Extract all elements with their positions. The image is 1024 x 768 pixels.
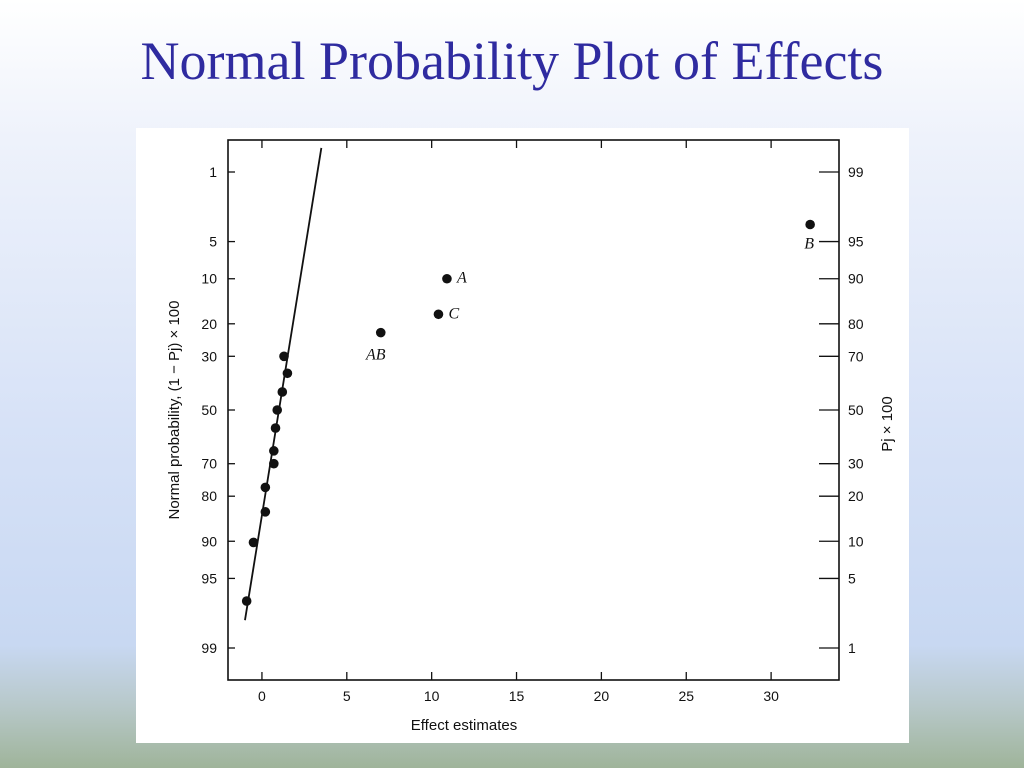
y-tick-label-left: 90 [201, 533, 217, 549]
data-point [433, 309, 444, 320]
y-tick-label-right: 10 [848, 533, 864, 549]
data-point [805, 219, 815, 230]
data-point [248, 537, 259, 548]
y-axis-title-left: Normal probability, (1 − Pj) × 100 [166, 301, 183, 520]
y-tick-label-right: 95 [848, 234, 864, 250]
y-tick-label-left: 50 [201, 402, 217, 418]
data-point [270, 423, 281, 433]
y-tick-label-left: 80 [201, 488, 217, 504]
y-tick-label-right: 90 [848, 271, 864, 287]
data-point [442, 273, 452, 284]
plot-frame [227, 139, 840, 681]
x-tick-label: 30 [763, 688, 779, 704]
data-point [272, 405, 283, 415]
data-point [277, 387, 288, 397]
y-tick-label-left: 95 [201, 570, 217, 586]
y-tick-label-left: 5 [209, 234, 217, 250]
x-tick-label: 5 [343, 688, 351, 704]
y-tick-label-left: 10 [201, 271, 217, 287]
y-tick-label-left: 30 [201, 348, 217, 364]
y-tick-label-left: 20 [201, 316, 217, 332]
x-tick-label: 10 [424, 688, 440, 704]
point-label: AB [365, 347, 386, 364]
point-label: B [804, 236, 814, 253]
y-tick-label-right: 80 [848, 316, 864, 332]
y-tick-label-left: 70 [201, 456, 217, 472]
y-tick-label-right: 5 [848, 570, 856, 586]
point-label: A [456, 270, 467, 287]
x-tick-label: 25 [678, 688, 694, 704]
point-label: C [448, 305, 459, 322]
y-tick-label-right: 20 [848, 488, 864, 504]
data-point [241, 596, 252, 606]
y-axis-title-right: Pj × 100 [879, 396, 896, 451]
x-tick-label: 15 [509, 688, 525, 704]
data-point [269, 458, 279, 469]
y-tick-label-right: 50 [848, 402, 864, 418]
x-axis-title: Effect estimates [411, 717, 517, 734]
data-point [260, 507, 271, 517]
data-point [375, 327, 386, 338]
fit-line [244, 147, 323, 621]
y-tick-label-right: 70 [848, 348, 864, 364]
y-tick-label-left: 99 [201, 640, 217, 656]
chart-figure: 1 99 5 95 10 90 20 80 30 70 50 50 70 30 80 20 90 10 95 5 99 1… [136, 128, 909, 743]
data-point [282, 368, 293, 379]
data-point [279, 351, 289, 362]
data-point [260, 482, 271, 493]
y-tick-label-right: 99 [848, 164, 864, 180]
data-point [269, 446, 279, 456]
y-tick-label-left: 1 [209, 164, 217, 180]
slide-title: Normal Probability Plot of Effects [140, 31, 884, 91]
y-tick-label-right: 1 [848, 640, 856, 656]
y-tick-label-right: 30 [848, 456, 864, 472]
x-tick-label: 20 [594, 688, 610, 704]
x-tick-label: 0 [258, 688, 266, 704]
